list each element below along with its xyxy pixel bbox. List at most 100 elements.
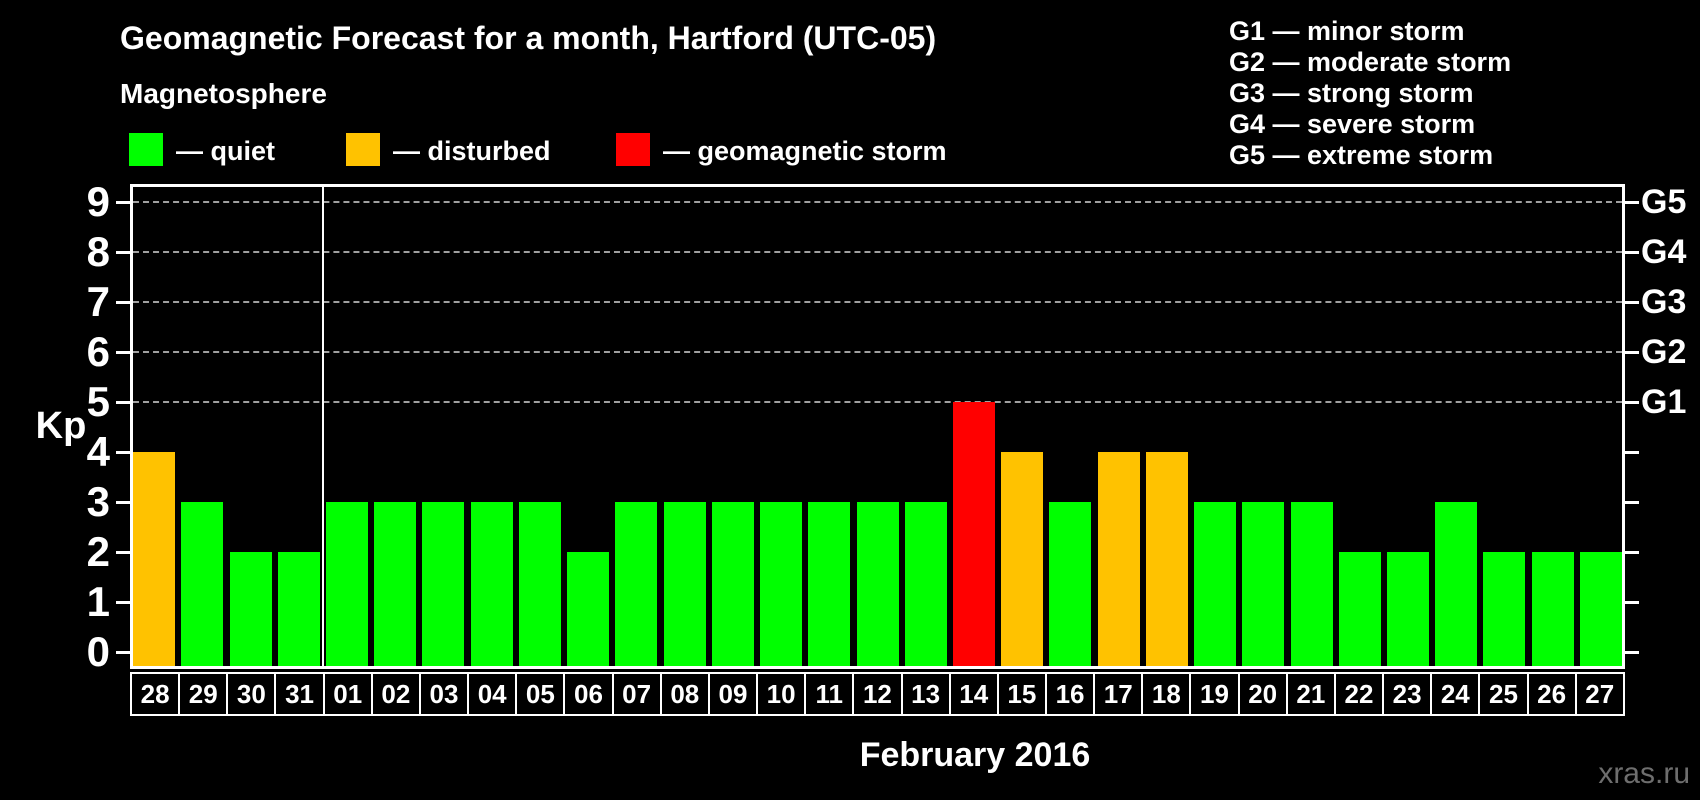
day-label-24: 24 <box>1430 672 1481 716</box>
y-tick-label-5: 5 <box>86 378 110 425</box>
storm-scale-line-g4: G4 — severe storm <box>1229 109 1476 139</box>
kp-bar-day-28 <box>133 452 176 666</box>
y-tick-label-4: 4 <box>86 428 110 475</box>
y-tick-left-8 <box>116 251 130 254</box>
y-tick-right-4 <box>1625 451 1639 454</box>
legend-swatch-quiet <box>129 133 163 166</box>
watermark: xras.ru <box>1598 757 1690 790</box>
day-label-06: 06 <box>563 672 614 716</box>
y-tick-left-4 <box>116 451 130 454</box>
day-label-15: 15 <box>996 672 1047 716</box>
day-label-14: 14 <box>948 672 999 716</box>
kp-bar-day-17 <box>1097 452 1140 666</box>
legend-label-storm: — geomagnetic storm <box>663 136 947 166</box>
kp-bar-day-06 <box>567 552 610 666</box>
day-label-25: 25 <box>1478 672 1529 716</box>
kp-bar-day-19 <box>1194 502 1237 666</box>
day-label-17: 17 <box>1093 672 1144 716</box>
storm-scale-line-g3: G3 — strong storm <box>1229 78 1474 108</box>
day-label-01: 01 <box>322 672 373 716</box>
y-tick-left-7 <box>116 301 130 304</box>
gridline-kp-7 <box>133 301 1622 303</box>
kp-bar-day-20 <box>1242 502 1285 666</box>
kp-bar-day-30 <box>229 552 272 666</box>
kp-bar-day-22 <box>1338 552 1381 666</box>
day-label-27: 27 <box>1574 672 1625 716</box>
day-label-21: 21 <box>1285 672 1336 716</box>
legend-label-quiet: — quiet <box>176 136 275 166</box>
kp-bar-day-11 <box>808 502 851 666</box>
x-axis-day-labels: 28 29 30 31 01 02 03 04 05 06 07 08 09 10 11 12 13 14 15 16… <box>130 672 1625 716</box>
day-label-30: 30 <box>226 672 277 716</box>
right-axis-label-g5: G5 <box>1641 183 1687 221</box>
kp-bar-day-05 <box>518 502 561 666</box>
kp-bar-day-29 <box>181 502 224 666</box>
month-separator-line <box>321 187 324 666</box>
kp-bar-day-01 <box>326 502 369 666</box>
day-label-22: 22 <box>1333 672 1385 716</box>
chart-title: Geomagnetic Forecast for a month, Hartfo… <box>120 20 937 56</box>
kp-bar-day-02 <box>374 502 417 666</box>
y-tick-label-8: 8 <box>86 228 110 275</box>
kp-bar-day-31 <box>277 552 320 666</box>
kp-bar-day-15 <box>1001 452 1044 666</box>
legend-label-disturbed: — disturbed <box>393 136 551 166</box>
right-axis-label-g3: G3 <box>1641 283 1687 321</box>
right-axis-label-g1: G1 <box>1641 383 1687 421</box>
y-tick-left-1 <box>116 601 130 604</box>
gridline-kp-6 <box>133 351 1622 353</box>
kp-bar-day-08 <box>663 502 706 666</box>
storm-scale-legend: G1 — minor storm G2 — moderate storm G3 … <box>1229 16 1511 171</box>
day-label-18: 18 <box>1141 672 1192 716</box>
kp-bar-day-12 <box>856 502 899 666</box>
y-tick-label-3: 3 <box>86 478 110 525</box>
day-label-28: 28 <box>130 672 181 716</box>
legend-swatch-storm <box>616 133 650 166</box>
kp-bar-day-13 <box>904 502 947 666</box>
y-tick-left-9 <box>116 201 130 204</box>
y-tick-label-6: 6 <box>86 328 110 375</box>
day-label-03: 03 <box>418 672 470 716</box>
day-label-31: 31 <box>274 672 325 716</box>
day-label-09: 09 <box>707 672 759 716</box>
day-label-02: 02 <box>370 672 421 716</box>
y-tick-right-3 <box>1625 501 1639 504</box>
kp-bar-day-09 <box>711 502 754 666</box>
y-tick-left-0 <box>116 651 130 654</box>
day-label-05: 05 <box>515 672 566 716</box>
day-label-08: 08 <box>659 672 710 716</box>
y-axis-label: Kp <box>35 405 87 447</box>
y-tick-right-7 <box>1625 301 1639 304</box>
day-label-04: 04 <box>467 672 518 716</box>
right-axis-label-g2: G2 <box>1641 333 1687 371</box>
gridline-kp-9 <box>133 201 1622 203</box>
kp-bar-day-23 <box>1386 552 1429 666</box>
kp-bar-day-07 <box>615 502 658 666</box>
y-tick-right-6 <box>1625 351 1639 354</box>
kp-bar-day-04 <box>470 502 513 666</box>
day-label-26: 26 <box>1526 672 1577 716</box>
kp-bar-day-16 <box>1049 502 1092 666</box>
day-label-13: 13 <box>900 672 951 716</box>
y-tick-label-2: 2 <box>86 528 110 575</box>
kp-bar-day-26 <box>1531 552 1574 666</box>
y-tick-right-8 <box>1625 251 1639 254</box>
y-tick-label-9: 9 <box>86 178 110 225</box>
storm-scale-line-g2: G2 — moderate storm <box>1229 47 1512 77</box>
y-tick-right-0 <box>1625 651 1639 654</box>
kp-bar-day-10 <box>760 502 803 666</box>
day-label-10: 10 <box>756 672 807 716</box>
day-label-20: 20 <box>1237 672 1288 716</box>
x-axis-title: February 2016 <box>859 736 1091 774</box>
y-tick-label-0: 0 <box>86 628 110 675</box>
kp-bar-day-03 <box>422 502 465 666</box>
storm-scale-line-g5: G5 — extreme storm <box>1229 140 1494 170</box>
plot-area <box>130 184 1625 669</box>
y-tick-right-5 <box>1625 401 1639 404</box>
day-label-29: 29 <box>178 672 229 716</box>
y-tick-right-2 <box>1625 551 1639 554</box>
y-tick-label-1: 1 <box>86 578 110 625</box>
day-label-11: 11 <box>804 672 855 716</box>
